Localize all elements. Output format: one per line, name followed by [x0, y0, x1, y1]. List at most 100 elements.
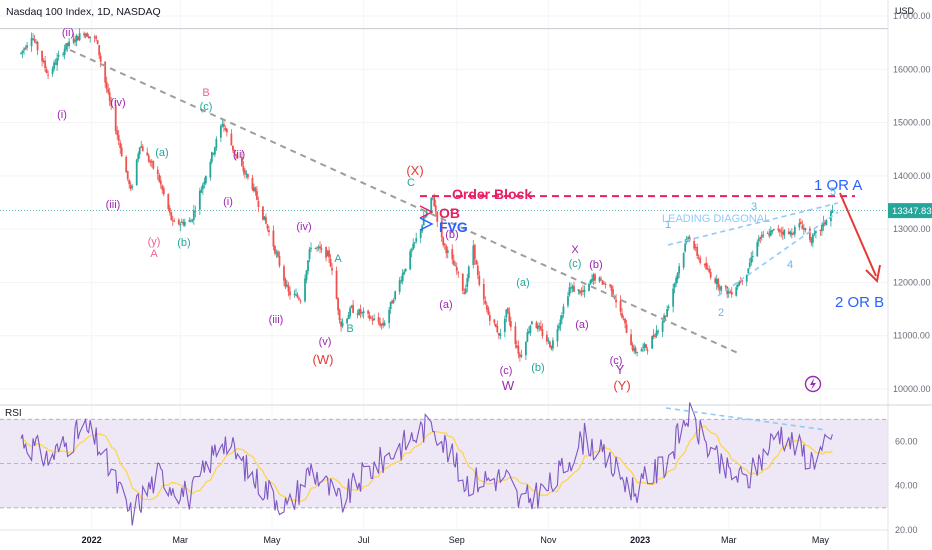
candle [419, 229, 422, 244]
wave-label: (a) [516, 277, 529, 289]
candle [219, 123, 222, 143]
candle [310, 242, 312, 253]
candle [496, 320, 499, 334]
candle [346, 318, 348, 325]
rsi-plot[interactable]: RSI [0, 402, 888, 526]
candle [640, 347, 643, 352]
wave-label: A [150, 248, 158, 260]
candle [304, 274, 306, 303]
candle [466, 273, 469, 293]
candle [811, 232, 814, 248]
candle [457, 270, 460, 278]
candle [621, 308, 623, 319]
candle [727, 288, 730, 298]
rsi-tick-label: 20.00 [895, 525, 918, 535]
candle [673, 282, 676, 294]
diagonal-upper-line [667, 202, 839, 246]
wave-label: 2 [718, 307, 724, 319]
candle [730, 287, 733, 298]
candle [367, 309, 370, 319]
candle [642, 343, 644, 353]
candle [464, 284, 467, 295]
candle [556, 324, 559, 347]
candle [801, 220, 804, 230]
candle [317, 244, 320, 251]
price-axis[interactable]: 17000.00 16000.00 15000.00 14000.00 13000.00… [893, 11, 931, 394]
candle [141, 144, 144, 152]
candle [822, 215, 825, 231]
candle [509, 316, 512, 331]
candle [177, 218, 180, 226]
candle [108, 87, 111, 107]
candle [150, 159, 153, 168]
candle [672, 283, 675, 313]
candle [326, 249, 329, 257]
candle [189, 218, 192, 223]
candle [191, 218, 194, 223]
time-axis[interactable]: 2022 Mar May Jul Sep Nov 2023 Mar May [0, 529, 888, 545]
candle [518, 352, 521, 362]
wave-label: (iii) [269, 314, 284, 326]
candle [377, 312, 380, 326]
candle [684, 239, 687, 253]
candle [434, 199, 437, 217]
wave-label: 5 [830, 186, 836, 198]
candle [23, 46, 25, 55]
candle [715, 274, 718, 290]
candle [762, 230, 765, 238]
time-tick-label: Mar [173, 535, 189, 545]
candle [51, 66, 54, 77]
diagonal-lower-line [717, 211, 839, 297]
time-tick-label: 2022 [82, 535, 102, 545]
candle [831, 204, 834, 213]
candle [615, 294, 617, 308]
candle [706, 263, 709, 271]
candle [210, 151, 213, 164]
candle [358, 308, 361, 316]
candle [120, 143, 123, 158]
candle [63, 44, 66, 60]
candle [382, 317, 385, 329]
candle [263, 216, 266, 221]
candle [580, 287, 583, 297]
wave-label: (iv) [110, 97, 125, 109]
candle [224, 125, 227, 132]
candle [651, 335, 654, 349]
rsi-axis[interactable]: 60.00 40.00 20.00 [895, 436, 918, 535]
candle [631, 342, 634, 352]
candle [769, 226, 772, 237]
candle [819, 229, 822, 236]
wave-label: (y) [148, 236, 161, 248]
wave-label: W [502, 378, 515, 393]
candle [147, 153, 150, 163]
candle [296, 292, 299, 299]
candle [445, 244, 448, 259]
candle [156, 166, 159, 180]
candle [171, 215, 174, 227]
candle [129, 181, 132, 192]
candle [107, 83, 110, 95]
wave-label: 3 [751, 201, 757, 213]
candle [537, 322, 539, 333]
candle [316, 246, 318, 253]
candle [570, 282, 572, 293]
chart-title: Nasdaq 100 Index, 1D, NASDAQ [6, 6, 161, 18]
candle [787, 227, 790, 235]
wave-label: B [202, 87, 209, 99]
candle [149, 159, 152, 167]
lightning-icon[interactable] [804, 375, 822, 393]
wave-label: A [334, 253, 342, 265]
candle [398, 277, 401, 295]
candle [66, 42, 69, 52]
candle [547, 337, 550, 344]
candle [35, 39, 37, 44]
candle [392, 297, 395, 305]
price-tick-label: 12000.00 [893, 277, 931, 287]
candle [772, 228, 775, 232]
candle [619, 295, 622, 316]
candle [676, 272, 679, 284]
candle [759, 236, 762, 244]
candle [475, 259, 478, 265]
candle [231, 145, 234, 153]
candle [476, 261, 479, 280]
